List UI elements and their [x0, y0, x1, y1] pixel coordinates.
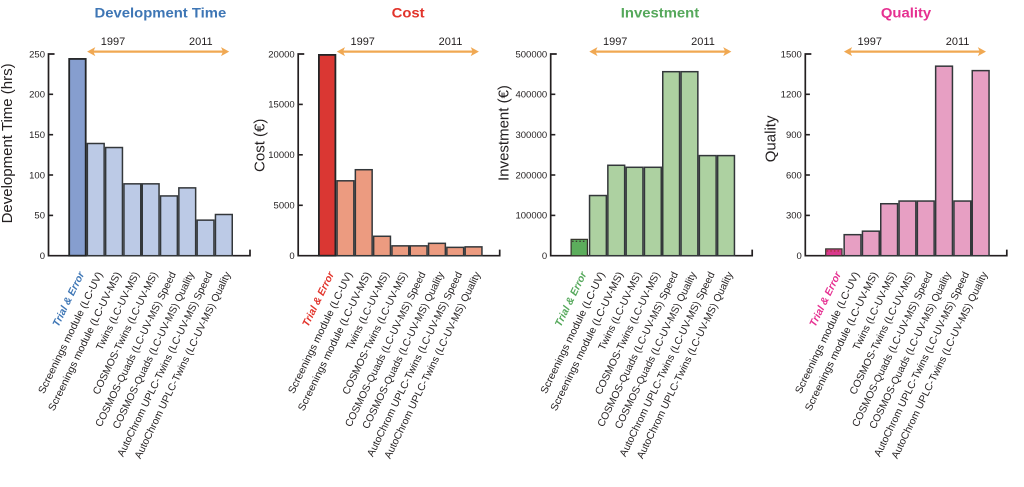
svg-text:15000: 15000 — [268, 100, 294, 111]
svg-text:0: 0 — [542, 251, 547, 262]
svg-text:Quality: Quality — [763, 115, 780, 162]
svg-text:1200: 1200 — [781, 90, 802, 101]
svg-text:5000: 5000 — [274, 201, 295, 212]
svg-text:200000: 200000 — [515, 170, 547, 181]
svg-text:300: 300 — [786, 211, 802, 222]
svg-text:100000: 100000 — [515, 211, 547, 222]
svg-text:1997: 1997 — [603, 36, 627, 48]
svg-text:900: 900 — [786, 130, 802, 141]
svg-text:2011: 2011 — [439, 36, 463, 48]
svg-text:300000: 300000 — [515, 130, 547, 141]
svg-text:10000: 10000 — [268, 150, 294, 161]
svg-text:200: 200 — [29, 90, 45, 101]
svg-text:Investment (€): Investment (€) — [496, 85, 513, 181]
svg-text:Development Time: Development Time — [95, 5, 227, 21]
svg-text:250: 250 — [29, 49, 45, 60]
svg-text:Development Time (hrs): Development Time (hrs) — [0, 63, 16, 223]
svg-text:0: 0 — [40, 251, 45, 262]
svg-text:1500: 1500 — [781, 49, 802, 60]
svg-text:Cost: Cost — [392, 5, 425, 21]
svg-text:0: 0 — [289, 251, 294, 262]
svg-text:2011: 2011 — [946, 36, 970, 48]
svg-text:150: 150 — [29, 130, 45, 141]
svg-text:0: 0 — [797, 251, 802, 262]
svg-text:Investment: Investment — [621, 5, 700, 21]
svg-text:600: 600 — [786, 170, 802, 181]
svg-text:400000: 400000 — [515, 90, 547, 101]
svg-text:50: 50 — [34, 211, 45, 222]
svg-text:2011: 2011 — [691, 36, 715, 48]
svg-text:100: 100 — [29, 170, 45, 181]
svg-text:20000: 20000 — [268, 49, 294, 60]
svg-text:Quality: Quality — [881, 5, 932, 21]
svg-text:2011: 2011 — [189, 36, 213, 48]
svg-text:500000: 500000 — [515, 49, 547, 60]
svg-text:1997: 1997 — [350, 36, 374, 48]
svg-text:Cost (€): Cost (€) — [252, 119, 269, 172]
svg-text:1997: 1997 — [101, 36, 125, 48]
svg-text:1997: 1997 — [858, 36, 882, 48]
